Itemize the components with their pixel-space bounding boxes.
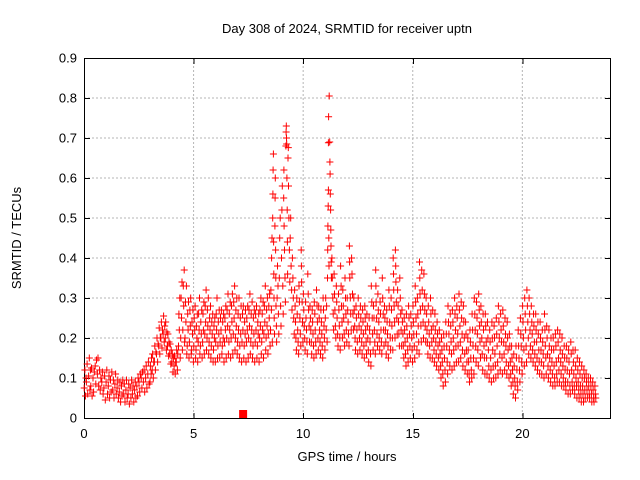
chart-title: Day 308 of 2024, SRMTID for receiver upt… [221, 21, 472, 36]
y-tick-label: 0.3 [59, 291, 77, 306]
y-tick-label: 0 [70, 411, 77, 426]
event-marker [239, 410, 248, 418]
scatter-points [80, 92, 600, 408]
x-tick-label: 0 [80, 426, 87, 441]
y-tick-label: 0.2 [59, 331, 77, 346]
x-tick-label: 20 [515, 426, 529, 441]
axis-ticks [84, 58, 610, 419]
x-tick-label: 10 [296, 426, 310, 441]
y-tick-label: 0.8 [59, 91, 77, 106]
y-tick-label: 0.6 [59, 171, 77, 186]
tick-labels: 0 5 10 15 20 0 0.1 0.2 0.3 0.4 0.5 0.6 0.7 0.8 0.9 [59, 51, 530, 442]
y-tick-label: 0.9 [59, 51, 77, 66]
y-tick-label: 0.7 [59, 131, 77, 146]
plot-border [84, 58, 611, 419]
x-axis-label: GPS time / hours [297, 449, 397, 464]
y-tick-label: 0.1 [59, 371, 77, 386]
x-tick-label: 5 [190, 426, 197, 441]
y-tick-label: 0.4 [59, 251, 77, 266]
x-tick-label: 15 [406, 426, 420, 441]
grid-lines [84, 58, 610, 418]
y-tick-label: 0.5 [59, 211, 77, 226]
